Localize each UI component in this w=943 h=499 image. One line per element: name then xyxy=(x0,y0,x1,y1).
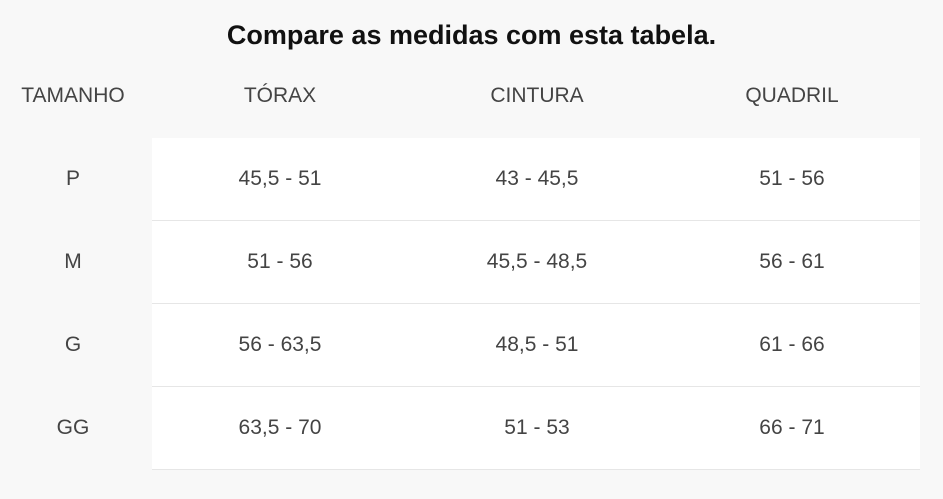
size-label: G xyxy=(64,333,82,356)
column-header: QUADRIL xyxy=(745,84,839,107)
column-header: TAMANHO xyxy=(21,84,125,107)
measure-cell: 66 - 71 xyxy=(759,416,825,439)
measure-cell: 56 - 61 xyxy=(759,250,825,273)
column-header: TÓRAX xyxy=(243,84,317,107)
size-label: GG xyxy=(56,416,90,439)
title: Compare as medidas com esta tabela. xyxy=(226,20,717,50)
size-label: P xyxy=(65,167,81,190)
measure-cell: 51 - 56 xyxy=(247,250,313,273)
measure-cell: 56 - 63,5 xyxy=(238,333,322,356)
measure-cell: 43 - 45,5 xyxy=(495,167,579,190)
measure-cell: 45,5 - 51 xyxy=(238,167,322,190)
row-background xyxy=(152,221,920,304)
row-background xyxy=(152,387,920,470)
measure-cell: 51 - 53 xyxy=(504,416,570,439)
column-header: CINTURA xyxy=(490,84,584,107)
measure-cell: 61 - 66 xyxy=(759,333,825,356)
row-background xyxy=(152,304,920,387)
measure-cell: 63,5 - 70 xyxy=(238,416,322,439)
size-label: M xyxy=(64,250,82,273)
measure-cell: 51 - 56 xyxy=(759,167,825,190)
measure-cell: 48,5 - 51 xyxy=(495,333,579,356)
row-background xyxy=(152,138,920,221)
measure-cell: 45,5 - 48,5 xyxy=(486,250,588,273)
